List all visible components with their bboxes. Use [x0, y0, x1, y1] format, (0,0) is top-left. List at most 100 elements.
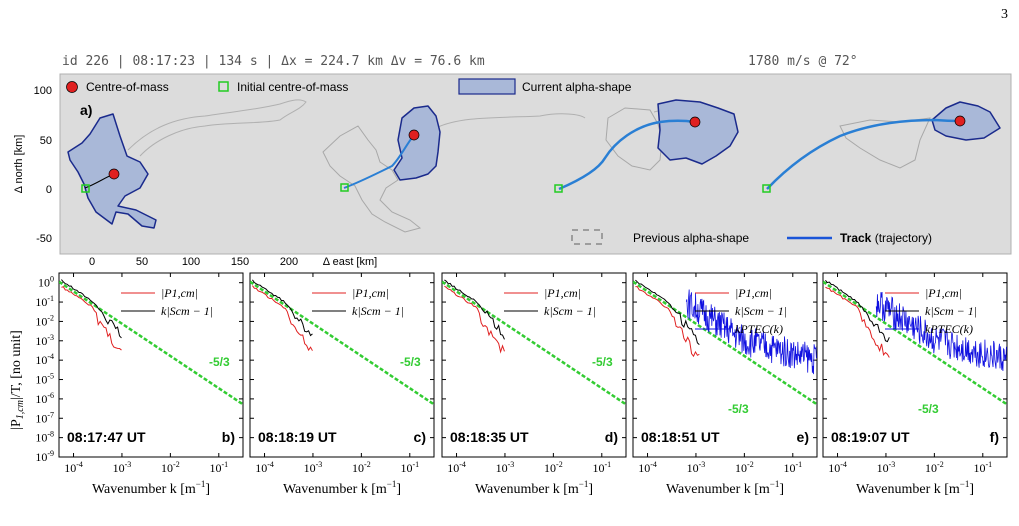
top-yaxis: 100 50 0 -50 Δ north [km] — [13, 85, 52, 245]
x-tick-label: 10-2 — [352, 460, 371, 475]
panel-label: d) — [605, 429, 618, 445]
plot-area — [250, 279, 434, 406]
slope-label: -5/3 — [209, 355, 230, 369]
panel-time: 08:19:07 UT — [831, 429, 910, 445]
y-tick-label: 10-2 — [35, 313, 54, 328]
panel-label: e) — [797, 429, 809, 445]
future-outline — [127, 99, 307, 157]
blue-spectrum — [685, 289, 817, 375]
spectrum-legend: |P1,cm| k|Scm − 1| — [312, 286, 404, 318]
initial-com-marker — [81, 184, 90, 193]
com-legend-marker — [66, 81, 78, 93]
snapshot-3 — [554, 99, 739, 193]
slope-line — [59, 280, 243, 406]
black-spectrum — [635, 279, 700, 345]
xtick-label: 100 — [182, 256, 200, 268]
spectrum-panel: 100 10-1 10-2 10-3 10-4 10-5 10-6 10-7 10-8 10-9 1… — [35, 272, 244, 497]
x-tick-label: 10-3 — [496, 460, 515, 475]
com-marker — [954, 115, 966, 127]
spectrum-xlabel: Wavenumber k [m−1] — [283, 479, 401, 497]
blue-spectrum — [875, 291, 1007, 371]
spectrum-panel: 10-4 10-3 10-2 10-1 |P1,cm| k|Scm − 1| kPTEC(k… — [632, 272, 818, 497]
legend-red-label: |P1,cm| — [161, 286, 198, 300]
spectrum-xlabel: Wavenumber k [m−1] — [92, 479, 210, 497]
plot-area — [633, 279, 817, 406]
plot-area — [59, 279, 243, 406]
previous-legend-label: Previous alpha-shape — [633, 231, 749, 245]
x-tick-label: 10-2 — [161, 460, 180, 475]
plot-area — [823, 279, 1007, 406]
x-tick-label: 10-3 — [113, 460, 132, 475]
spectrum-xlabel: Wavenumber k [m−1] — [666, 479, 784, 497]
x-tick-label: 10-1 — [209, 460, 228, 475]
snapshot-1 — [67, 99, 307, 229]
alpha-shape — [931, 101, 1001, 141]
snapshot-4 — [762, 101, 1001, 193]
x-tick-label: 10-2 — [544, 460, 563, 475]
y-tick-label: 10-7 — [35, 410, 54, 425]
top-panel: 100 50 0 -50 Δ north [km] 0 50 100 150 2… — [13, 73, 1012, 268]
snapshot-2 — [322, 105, 586, 233]
x-tick-label: 10-1 — [783, 460, 802, 475]
y-tick-label: 10-8 — [35, 430, 54, 445]
y-tick-label: 10-9 — [35, 449, 54, 464]
alpha-shape — [657, 99, 739, 165]
slope-label: -5/3 — [592, 355, 613, 369]
com-marker — [689, 116, 701, 128]
slope-label: -5/3 — [728, 402, 749, 416]
top-xaxis: 0 50 100 150 200 Δ east [km] — [89, 256, 377, 268]
slope-label: -5/3 — [400, 355, 421, 369]
slope-line — [442, 280, 626, 406]
legend-red-label: |P1,cm| — [544, 286, 581, 300]
slope-label: -5/3 — [918, 402, 939, 416]
spectrum-legend: |P1,cm| k|Scm − 1| — [121, 286, 213, 318]
panel-time: 08:18:51 UT — [641, 429, 720, 445]
black-spectrum — [61, 279, 122, 339]
spectra-ylabel: |P1,cm|/T, [no unit] — [9, 330, 26, 430]
panel-frame — [58, 272, 244, 458]
legend-black-label: k|Scm − 1| — [925, 304, 977, 318]
red-spectrum — [444, 285, 505, 354]
legend-red-label: |P1,cm| — [735, 286, 772, 300]
xtick-label: 150 — [231, 256, 249, 268]
red-spectrum — [825, 286, 890, 358]
previous-outline — [605, 107, 663, 171]
legend-blue-label: kPTEC(k) — [925, 322, 973, 336]
x-tick-label: 10-1 — [592, 460, 611, 475]
com-marker — [108, 168, 120, 180]
ytick-label: -50 — [36, 233, 52, 245]
xtick-label: 0 — [89, 256, 95, 268]
plot-area — [442, 279, 626, 406]
slope-line — [250, 280, 434, 406]
legend-red-label: |P1,cm| — [352, 286, 389, 300]
y-tick-label: 10-6 — [35, 391, 54, 406]
spectrum-panel: 10-4 10-3 10-2 10-1 |P1,cm| k|Scm − 1| kPTEC(k… — [822, 272, 1008, 497]
track — [343, 134, 415, 189]
top-panel-background — [59, 73, 1012, 255]
current-legend-marker — [458, 78, 516, 95]
y-tick-label: 10-1 — [35, 294, 54, 309]
spectrum-legend: |P1,cm| k|Scm − 1| — [504, 286, 596, 318]
y-tick-label: 100 — [38, 275, 54, 290]
legend-blue-label: kPTEC(k) — [735, 322, 783, 336]
top-ylabel: Δ north [km] — [13, 135, 25, 194]
initial-legend-label: Initial centre-of-mass — [237, 80, 348, 94]
x-tick-label: 10-1 — [400, 460, 419, 475]
slope-line — [633, 280, 817, 406]
x-tick-label: 10-3 — [304, 460, 323, 475]
x-tick-label: 10-4 — [255, 460, 274, 475]
initial-com-marker — [340, 183, 349, 192]
spectrum-xlabel: Wavenumber k [m−1] — [475, 479, 593, 497]
initial-com-marker — [554, 184, 563, 193]
black-spectrum — [252, 279, 313, 337]
x-tick-label: 10-4 — [638, 460, 657, 475]
x-tick-label: 10-4 — [828, 460, 847, 475]
legend-red-label: |P1,cm| — [925, 286, 962, 300]
track-legend-label: Track (trajectory) — [840, 231, 932, 245]
current-legend-label: Current alpha-shape — [522, 80, 632, 94]
red-spectrum — [61, 286, 122, 351]
panel-time: 08:18:35 UT — [450, 429, 529, 445]
previous-outline — [322, 125, 422, 233]
previous-legend-marker — [571, 229, 603, 245]
